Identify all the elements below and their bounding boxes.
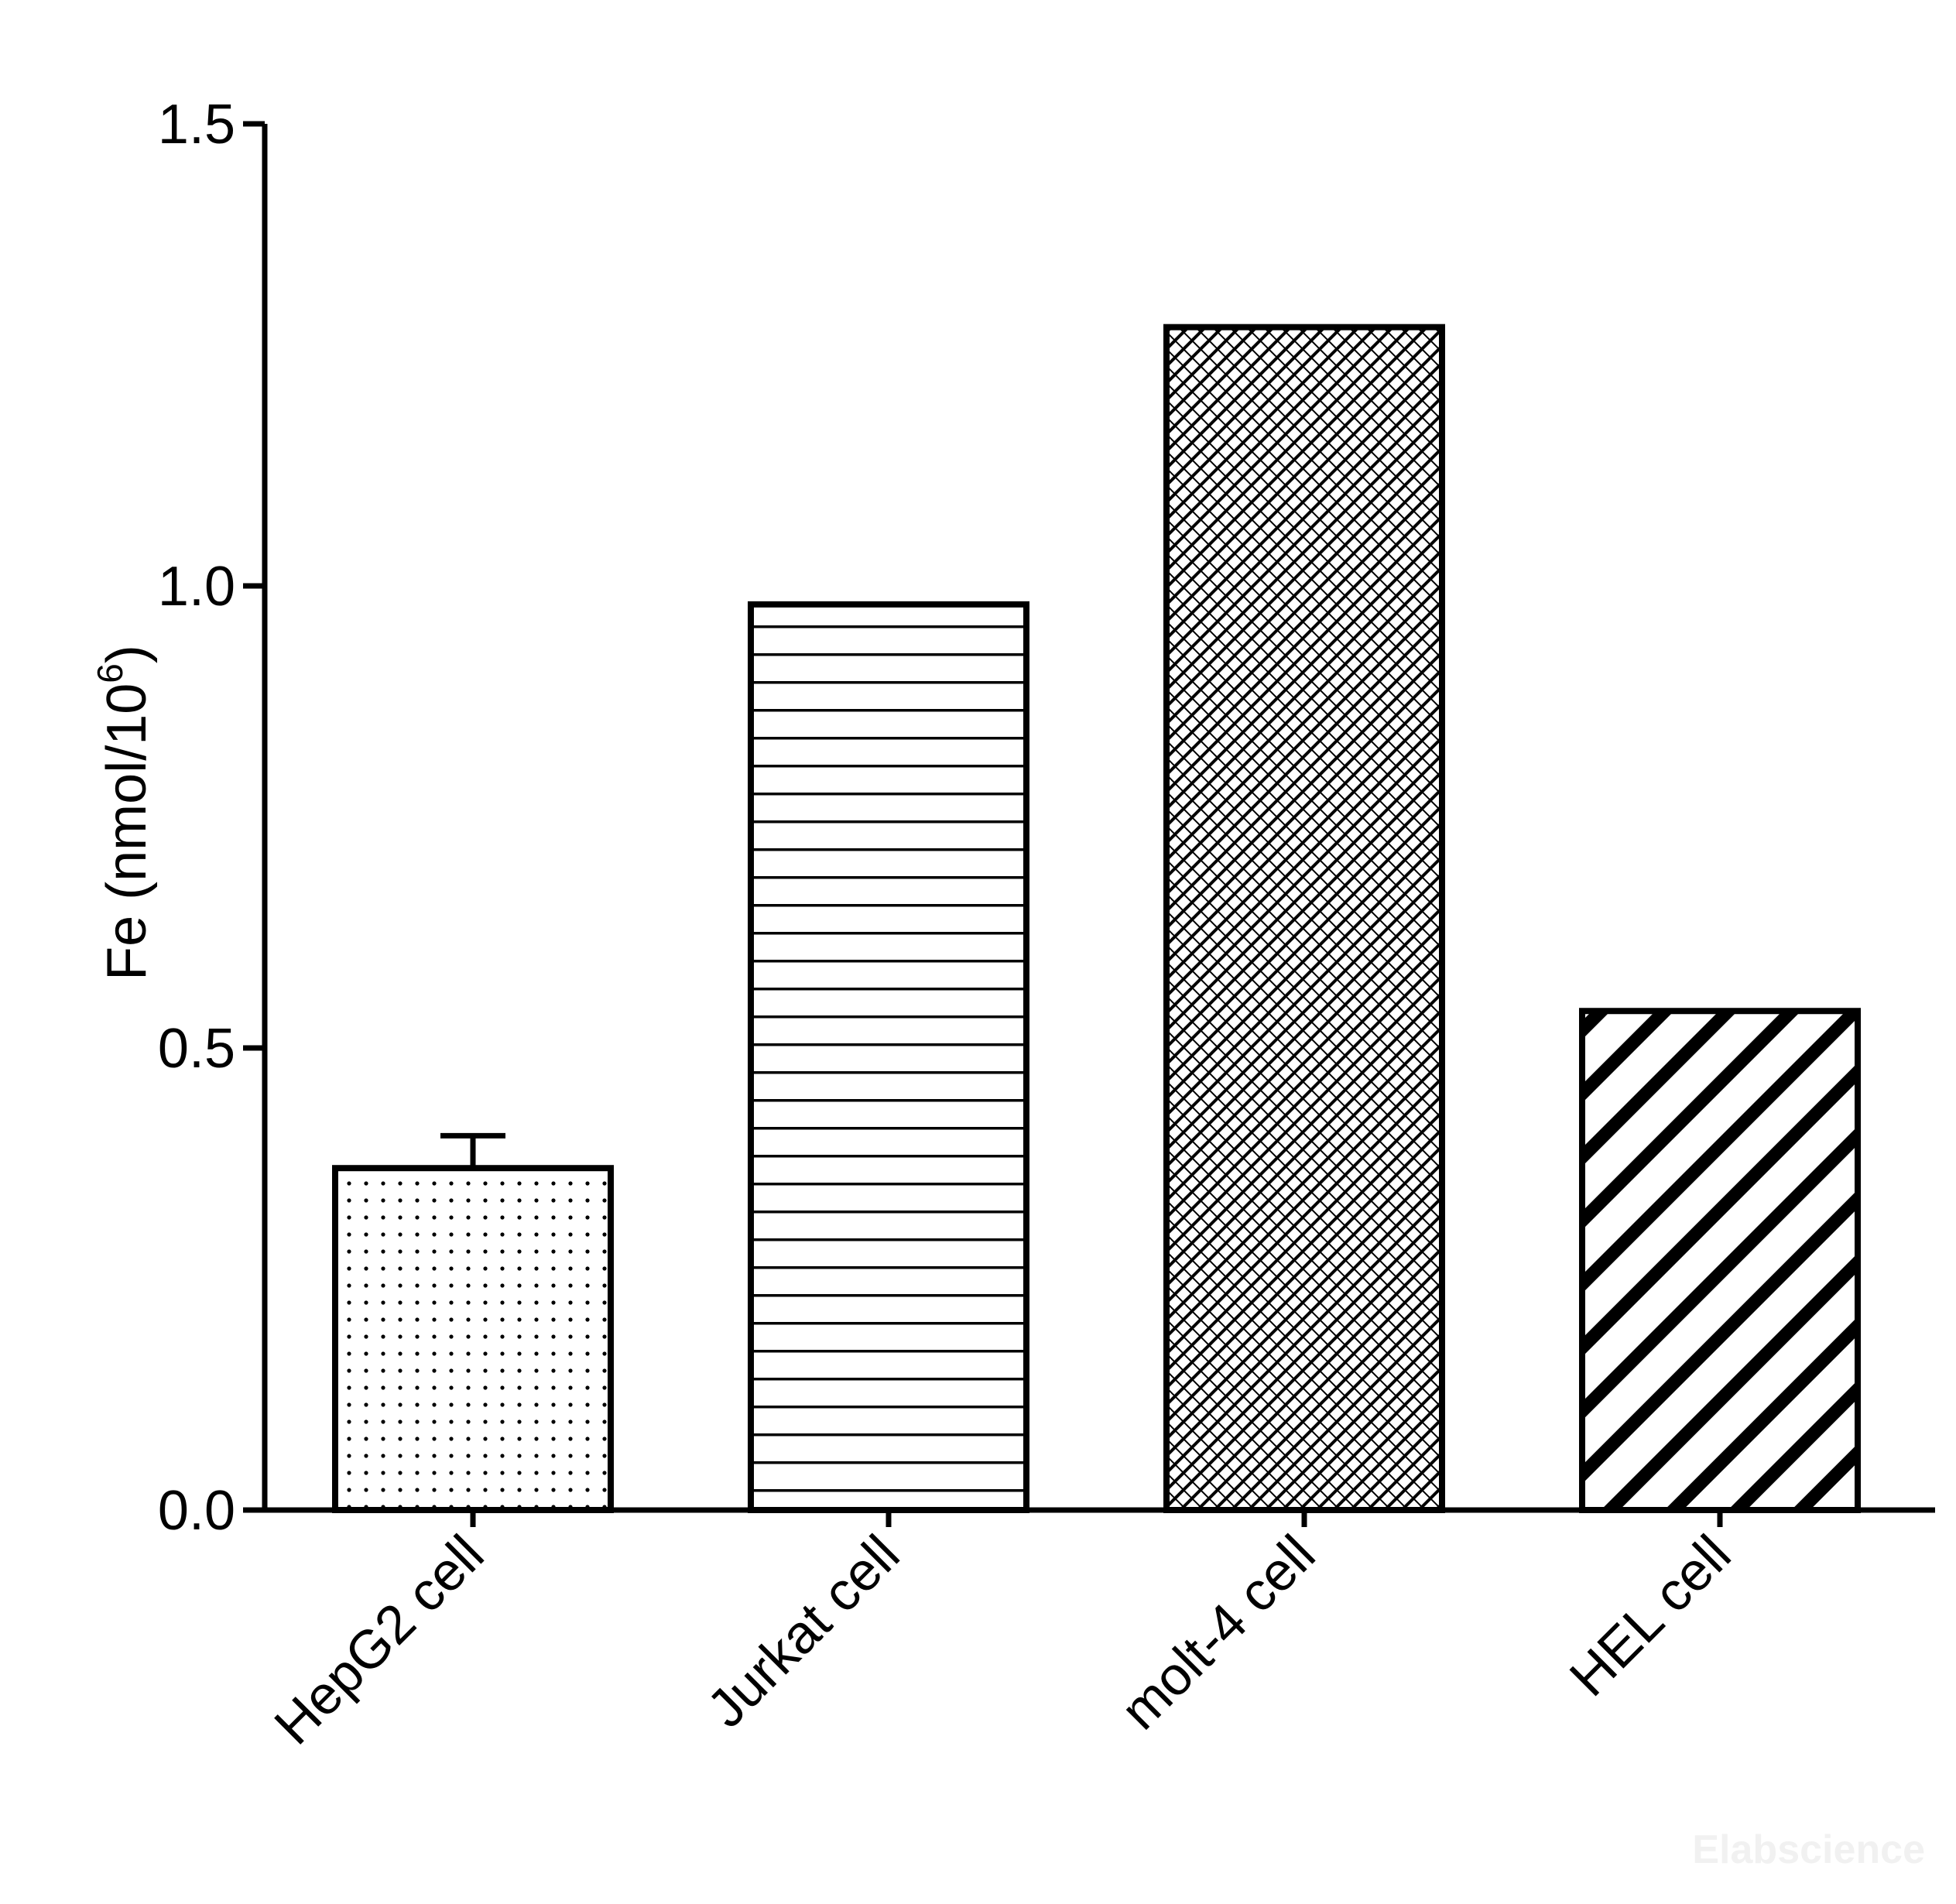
bar <box>1163 324 1445 1513</box>
bars <box>332 324 1861 1513</box>
y-ticks: 0.0 0.5 1.0 1.5 <box>158 94 265 1542</box>
y-tick-label: 0.0 <box>158 1480 235 1542</box>
x-tick-label: HepG2 cell <box>263 1523 495 1755</box>
bar <box>332 1165 614 1513</box>
y-tick-label: 0.5 <box>158 1018 235 1080</box>
watermark: Elabscience <box>1692 1827 1925 1872</box>
x-ticks: HepG2 cell Jurkat cell molt-4 cell HEL cell <box>263 1510 1742 1755</box>
y-tick-label: 1.0 <box>158 556 235 618</box>
y-axis-label-close: ) <box>96 645 158 663</box>
y-axis-label-superscript: 6 <box>90 663 130 683</box>
y-axis-label: Fe (nmol/106) <box>90 645 158 981</box>
y-axis-label-main: Fe (nmol/10 <box>96 683 158 981</box>
bar <box>1579 1008 1861 1513</box>
bar <box>748 601 1029 1513</box>
x-tick-label: molt-4 cell <box>1109 1523 1327 1741</box>
x-tick-label: HEL cell <box>1558 1523 1742 1707</box>
x-tick-label: Jurkat cell <box>696 1523 911 1738</box>
y-tick-label: 1.5 <box>158 94 235 156</box>
